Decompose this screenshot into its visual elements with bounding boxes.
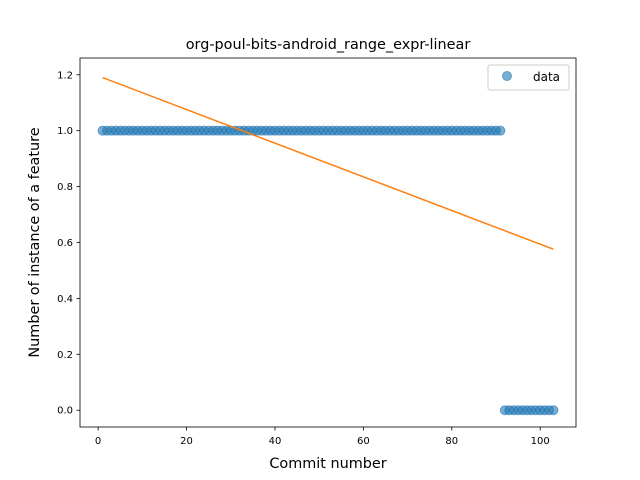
y-tick-label: 0.6 [57, 238, 73, 249]
x-tick-label: 80 [445, 436, 458, 447]
chart-title: org-poul-bits-android_range_expr-linear [186, 37, 471, 53]
data-point [548, 405, 559, 416]
legend: data [487, 64, 570, 91]
x-tick-label: 20 [180, 436, 193, 447]
y-axis-ticks: 0.0 0.2 0.4 0.6 0.8 1.0 1.2 [57, 70, 80, 417]
legend-marker-data [502, 71, 512, 81]
y-tick-label: 1.2 [57, 70, 73, 81]
x-axis-ticks: 0 20 40 60 80 100 [95, 427, 550, 447]
y-tick-label: 0.2 [57, 350, 73, 361]
plot-area [97, 76, 559, 416]
fit-line [102, 76, 554, 250]
x-tick-label: 40 [269, 436, 282, 447]
y-tick-label: 0.4 [57, 294, 73, 305]
x-tick-label: 100 [531, 436, 550, 447]
legend-label-data: data [533, 70, 560, 84]
y-tick-label: 1.0 [57, 126, 73, 137]
y-axis-label: Number of instance of a feature [27, 127, 43, 357]
data-point [495, 125, 506, 136]
x-tick-label: 0 [95, 436, 101, 447]
y-tick-label: 0.0 [57, 406, 73, 417]
y-tick-label: 0.8 [57, 182, 73, 193]
x-tick-label: 60 [357, 436, 370, 447]
x-axis-label: Commit number [269, 456, 386, 472]
